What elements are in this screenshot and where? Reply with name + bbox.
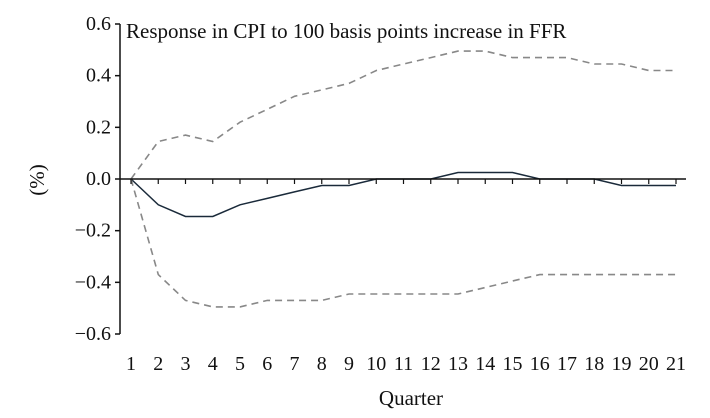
confidence-band-line-1 <box>130 50 676 180</box>
x-tick-label: 1 <box>126 353 136 375</box>
x-tick-label: 19 <box>612 353 632 375</box>
tick-labels: 0.60.40.20.0−0.2−0.4−0.61 2 3 4 5 6 7 8 9 10 11 12 1… <box>75 13 686 375</box>
axes <box>115 23 686 335</box>
y-tick-label: 0.2 <box>86 116 111 138</box>
x-tick-label: 11 <box>394 353 413 375</box>
confidence-band-line-2 <box>130 178 676 308</box>
x-tick-label: 16 <box>530 353 550 375</box>
x-tick-label: 5 <box>235 353 245 375</box>
x-tick-label: 9 <box>344 353 354 375</box>
y-tick-label: −0.4 <box>75 271 111 293</box>
x-tick-label: 2 <box>153 353 163 375</box>
y-tick-label: 0.4 <box>86 65 111 87</box>
x-tick-label: 12 <box>421 353 441 375</box>
x-tick-label: 4 <box>208 353 218 375</box>
y-tick-label: 0.0 <box>86 168 111 190</box>
x-tick-label: 20 <box>639 353 659 375</box>
x-tick-label: 10 <box>366 353 386 375</box>
y-tick-label: −0.2 <box>75 220 111 242</box>
x-tick-label: 14 <box>475 353 495 375</box>
x-tick-label: 17 <box>557 353 577 375</box>
x-tick-label: 15 <box>503 353 523 375</box>
chart-title: Response in CPI to 100 basis points incr… <box>126 19 566 43</box>
x-tick-label: 13 <box>448 353 468 375</box>
y-axis-title: (%) <box>25 164 49 195</box>
x-tick-label: 6 <box>262 353 272 375</box>
x-tick-label: 8 <box>317 353 327 375</box>
x-axis-title: Quarter <box>379 386 443 410</box>
x-tick-label: 7 <box>290 353 300 375</box>
x-tick-label: 21 <box>666 353 686 375</box>
y-tick-label: 0.6 <box>86 13 111 35</box>
x-tick-label: 3 <box>181 353 191 375</box>
y-tick-label: −0.6 <box>75 323 111 345</box>
x-tick-label: 18 <box>584 353 604 375</box>
